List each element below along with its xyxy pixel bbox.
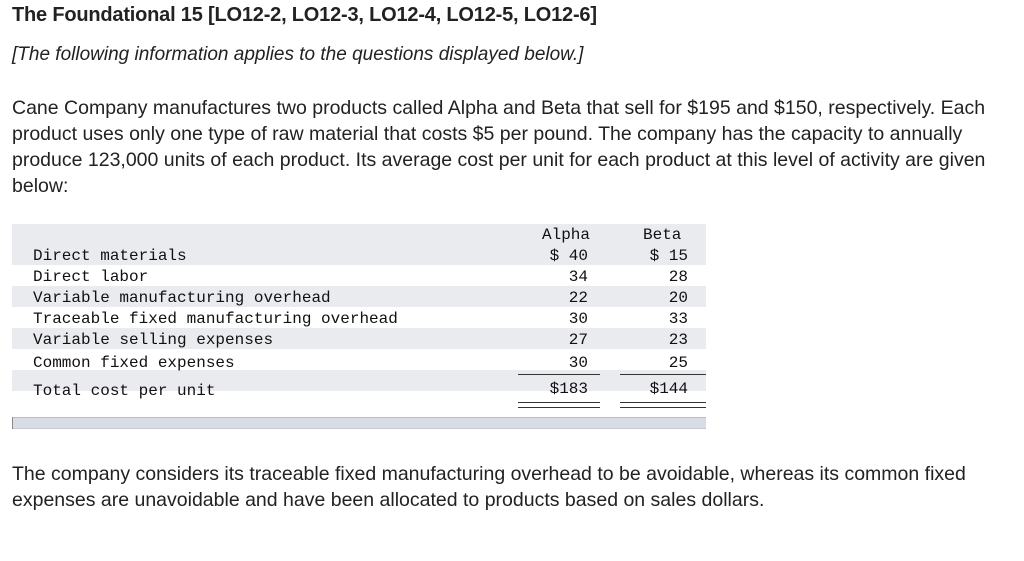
alpha-subtotal-rule [518, 374, 600, 375]
row-label: Variable selling expenses [33, 331, 274, 349]
beta-value: 33 [668, 310, 688, 328]
cost-table: Alpha Beta Direct materials $ 40 $ 15 Di… [12, 224, 706, 429]
row-band [12, 286, 706, 307]
total-label: Total cost per unit [33, 382, 216, 400]
column-header-beta: Beta [643, 226, 682, 244]
beta-value: 25 [668, 354, 688, 372]
beta-value: 23 [668, 331, 688, 349]
alpha-value: 34 [568, 268, 588, 286]
instructions-subtitle: [The following information applies to th… [12, 44, 584, 65]
beta-total: $144 [649, 380, 688, 398]
table-footer-tick [12, 417, 13, 429]
row-band [12, 370, 706, 391]
alpha-value: 30 [568, 354, 588, 372]
problem-intro-paragraph: Cane Company manufactures two products c… [12, 97, 986, 197]
alpha-value: 27 [568, 331, 588, 349]
row-band [12, 244, 706, 265]
beta-subtotal-rule [620, 374, 706, 375]
beta-value: 28 [668, 268, 688, 286]
beta-value: 20 [668, 289, 688, 307]
page-title: The Foundational 15 [LO12-2, LO12-3, LO1… [12, 4, 597, 26]
problem-outro-paragraph: The company considers its traceable fixe… [12, 463, 966, 511]
row-label: Direct labor [33, 268, 149, 286]
alpha-total: $183 [549, 380, 588, 398]
alpha-value: 22 [568, 289, 588, 307]
row-label: Direct materials [33, 247, 187, 265]
row-label: Traceable fixed manufacturing overhead [33, 310, 398, 328]
beta-total-double-rule [620, 402, 706, 408]
alpha-value: $ 40 [549, 247, 588, 265]
table-header-band [12, 224, 706, 244]
row-label: Common fixed expenses [33, 354, 235, 372]
row-label: Variable manufacturing overhead [33, 289, 331, 307]
table-footer-band [12, 417, 706, 429]
alpha-value: 30 [568, 310, 588, 328]
alpha-total-double-rule [518, 402, 600, 408]
beta-value: $ 15 [649, 247, 688, 265]
column-header-alpha: Alpha [542, 226, 591, 244]
row-band [12, 328, 706, 349]
